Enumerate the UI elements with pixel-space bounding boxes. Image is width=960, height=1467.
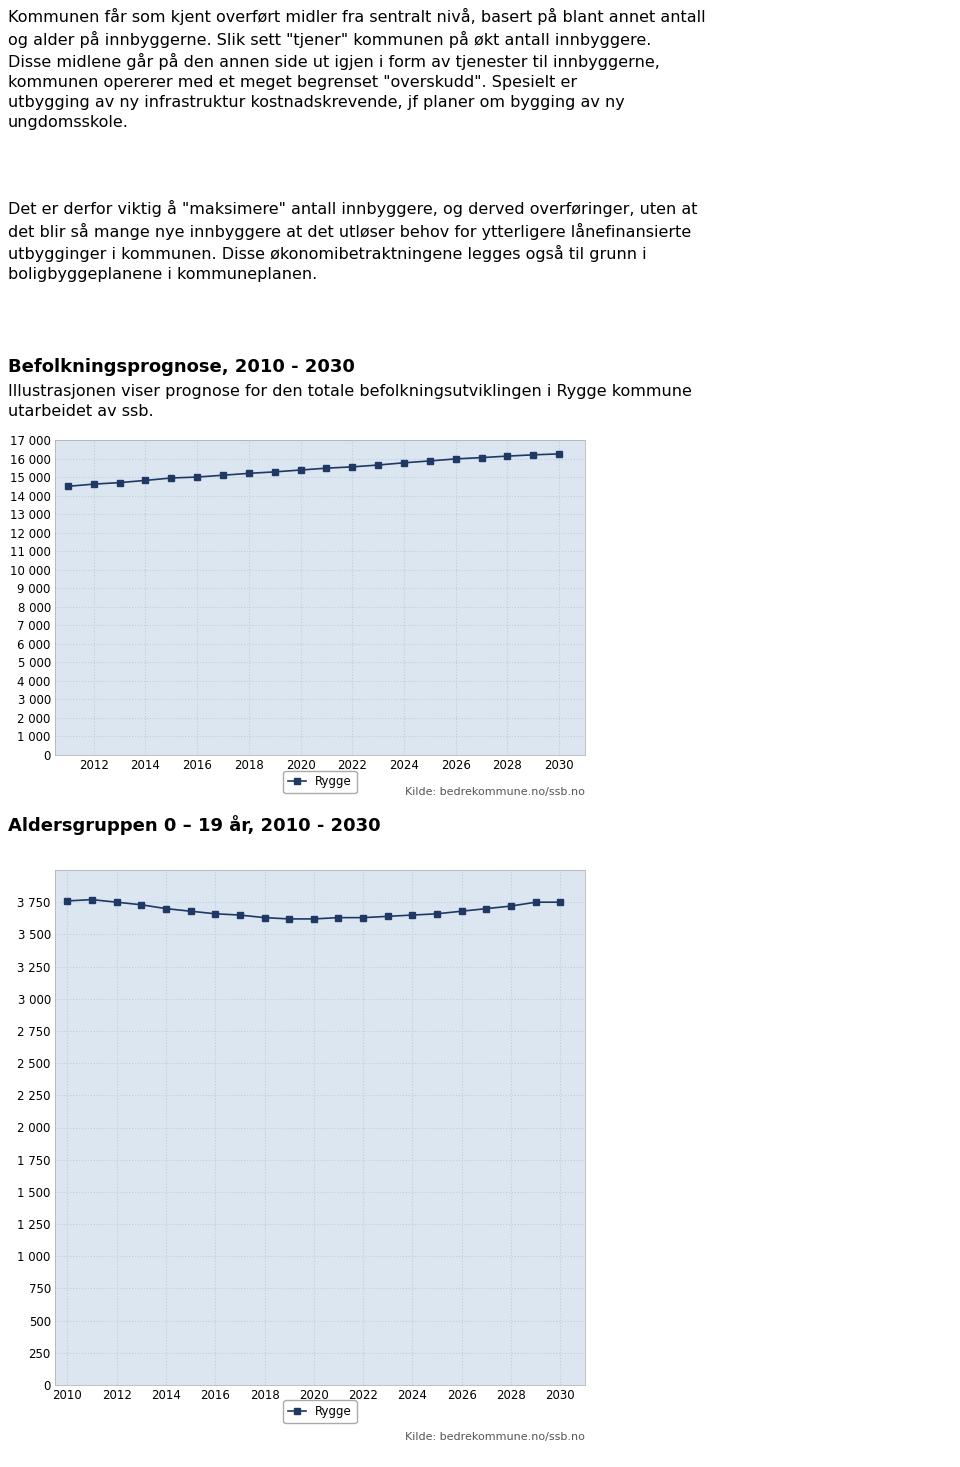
Text: Illustrasjonen viser prognose for den totale befolkningsutviklingen i Rygge komm: Illustrasjonen viser prognose for den to…: [8, 384, 692, 418]
Legend: Rygge: Rygge: [283, 1401, 357, 1423]
Text: Kilde: bedrekommune.no/ssb.no: Kilde: bedrekommune.no/ssb.no: [405, 786, 585, 797]
Text: Det er derfor viktig å "maksimere" antall innbyggere, og derved overføringer, ut: Det er derfor viktig å "maksimere" antal…: [8, 200, 698, 282]
Text: Kilde: bedrekommune.no/ssb.no: Kilde: bedrekommune.no/ssb.no: [405, 1432, 585, 1442]
Text: Kommunen får som kjent overført midler fra sentralt nivå, basert på blant annet : Kommunen får som kjent overført midler f…: [8, 7, 706, 129]
Text: Befolkningsprognose, 2010 - 2030: Befolkningsprognose, 2010 - 2030: [8, 358, 355, 376]
Legend: Rygge: Rygge: [283, 770, 357, 794]
Text: Aldersgruppen 0 – 19 år, 2010 - 2030: Aldersgruppen 0 – 19 år, 2010 - 2030: [8, 816, 380, 835]
